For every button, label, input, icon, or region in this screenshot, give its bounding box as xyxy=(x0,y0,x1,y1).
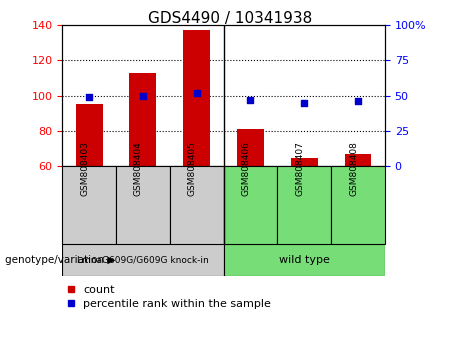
Text: GSM808403: GSM808403 xyxy=(80,141,89,196)
Bar xyxy=(345,154,372,166)
Point xyxy=(301,100,308,105)
Point xyxy=(193,90,201,96)
Bar xyxy=(76,104,102,166)
Point xyxy=(355,98,362,104)
Text: genotype/variation ▶: genotype/variation ▶ xyxy=(5,255,115,265)
Text: GSM808407: GSM808407 xyxy=(295,141,304,196)
Bar xyxy=(116,166,170,244)
Bar xyxy=(291,158,318,166)
Text: wild type: wild type xyxy=(279,255,330,265)
Bar xyxy=(224,244,385,276)
Bar xyxy=(62,166,116,244)
Text: GSM808408: GSM808408 xyxy=(349,141,358,196)
Bar xyxy=(278,166,331,244)
Text: GSM808405: GSM808405 xyxy=(188,141,197,196)
Bar xyxy=(224,166,278,244)
Point xyxy=(247,97,254,103)
Bar xyxy=(130,73,156,166)
Legend: count, percentile rank within the sample: count, percentile rank within the sample xyxy=(68,285,271,309)
Point xyxy=(85,94,93,100)
Bar xyxy=(183,30,210,166)
Bar xyxy=(62,244,224,276)
Text: GSM808406: GSM808406 xyxy=(242,141,250,196)
Point xyxy=(139,93,147,98)
Text: GDS4490 / 10341938: GDS4490 / 10341938 xyxy=(148,11,313,25)
Bar xyxy=(237,129,264,166)
Bar xyxy=(331,166,385,244)
Bar xyxy=(170,166,224,244)
Text: LmnaG609G/G609G knock-in: LmnaG609G/G609G knock-in xyxy=(77,256,209,265)
Text: GSM808404: GSM808404 xyxy=(134,141,143,196)
